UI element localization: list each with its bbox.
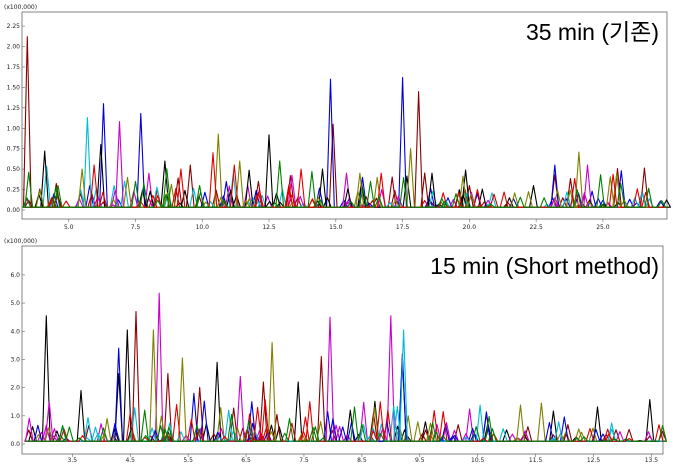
y-tick-label: 2.25 [7, 23, 21, 30]
x-tick-label: 5.5 [183, 457, 193, 464]
trace-line [22, 121, 667, 208]
y-tick-label: 1.75 [7, 64, 21, 71]
x-tick-label: 15.0 [329, 224, 343, 231]
y-axis: 0.00 0.25 0.50 0.75 1.00 1.25 1.50 1.75 2.00 2.25 [7, 23, 25, 214]
y-tick-label: 5.0 [10, 300, 20, 307]
traces [22, 36, 672, 208]
x-tick-label: 8.5 [357, 457, 367, 464]
chart-title: 15 min (Short method) [430, 253, 659, 279]
x-tick-label: 22.5 [529, 224, 543, 231]
x-tick-label: 25.0 [596, 224, 610, 231]
y-tick-label: 1.25 [7, 105, 21, 112]
x-tick-label: 9.5 [415, 457, 425, 464]
x-tick-label: 5.0 [64, 224, 74, 231]
y-tick-label: 1.00 [7, 125, 21, 132]
chart-title: 35 min (기존) [526, 19, 659, 45]
y-tick-label: 4.0 [10, 328, 20, 335]
x-tick-label: 10.0 [196, 224, 210, 231]
y-tick-label: 1.50 [7, 84, 21, 91]
trace-line [26, 406, 667, 442]
x-tick-label: 20.0 [463, 224, 477, 231]
x-axis: 3.5 4.5 5.5 6.5 7.5 8.5 9.5 10.5 11.5 12.5 13.5 [68, 454, 659, 464]
trace-line [22, 160, 667, 208]
y-axis: 0.0 1.0 2.0 3.0 4.0 5.0 6.0 [10, 272, 25, 448]
x-tick-label: 7.5 [131, 224, 141, 231]
x-tick-label: 12.5 [262, 224, 276, 231]
x-axis: 5.0 7.5 10.0 12.5 15.0 17.5 20.0 22.5 25.0 [64, 219, 610, 231]
chart-35-min: (x100,000) 35 min (기존) 0.00 0.25 0.50 0.75 1… [4, 4, 672, 231]
x-tick-label: 12.5 [587, 457, 601, 464]
x-tick-label: 17.5 [396, 224, 410, 231]
x-tick-label: 7.5 [299, 457, 309, 464]
plot-frame [21, 11, 668, 220]
y-scale-label: (x100,000) [4, 4, 37, 11]
y-tick-label: 0.75 [7, 146, 21, 153]
x-tick-label: 6.5 [241, 457, 251, 464]
y-tick-label: 2.00 [7, 44, 21, 51]
chart-15-min: (x100,000) 15 min (Short method) 0.0 1.0 2… [4, 238, 667, 464]
x-tick-label: 13.5 [645, 457, 659, 464]
y-tick-label: 2.0 [10, 385, 20, 392]
x-tick-label: 3.5 [68, 457, 78, 464]
x-tick-label: 11.5 [529, 457, 543, 464]
plot-frame [21, 245, 664, 455]
x-tick-label: 4.5 [125, 457, 135, 464]
traces [24, 292, 667, 442]
y-tick-label: 3.0 [10, 356, 20, 363]
x-tick-label: 10.5 [471, 457, 485, 464]
y-tick-label: 0.00 [7, 207, 21, 214]
y-tick-label: 6.0 [10, 272, 20, 279]
y-tick-label: 0.25 [7, 187, 21, 194]
y-tick-label: 0.0 [10, 441, 20, 448]
y-scale-label: (x100,000) [4, 238, 37, 245]
y-tick-label: 0.50 [7, 166, 21, 173]
y-tick-label: 1.0 [10, 413, 20, 420]
